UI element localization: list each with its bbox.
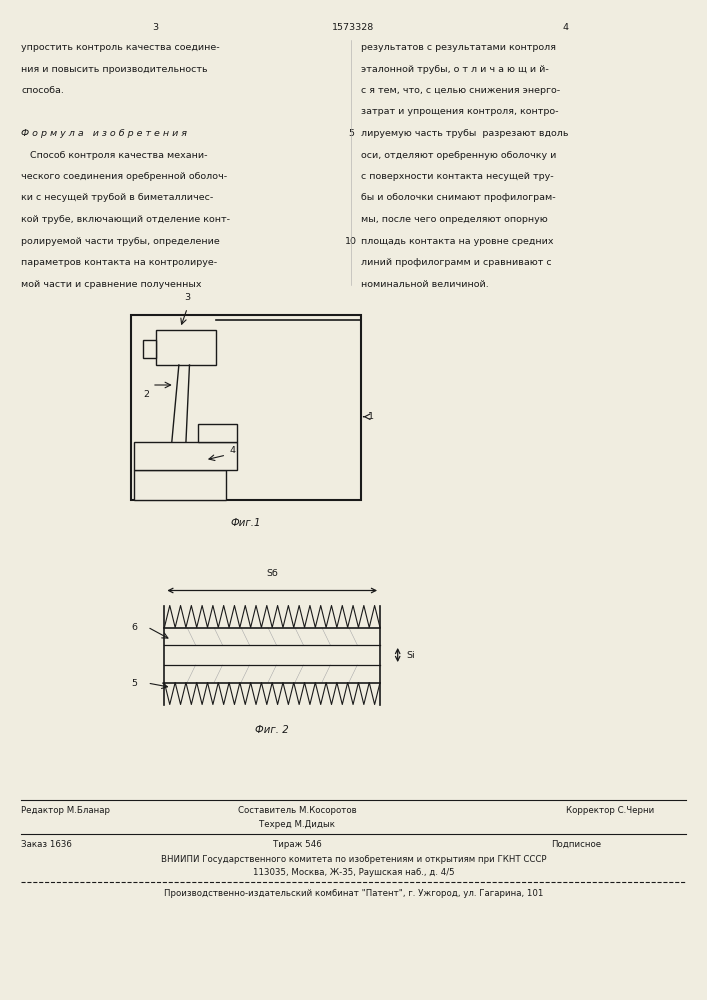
Text: Фиг.1: Фиг.1: [230, 518, 262, 528]
Text: Составитель М.Косоротов: Составитель М.Косоротов: [238, 806, 356, 815]
Text: Sі: Sі: [406, 650, 415, 660]
Text: результатов с результатами контроля: результатов с результатами контроля: [361, 43, 556, 52]
Text: Подписное: Подписное: [551, 840, 602, 849]
Text: Фиг. 2: Фиг. 2: [255, 725, 289, 735]
Bar: [198, 424, 237, 442]
Text: с поверхности контакта несущей тру-: с поверхности контакта несущей тру-: [361, 172, 553, 181]
Text: оси, отделяют оребренную оболочку и: оси, отделяют оребренную оболочку и: [361, 151, 556, 160]
Text: Ф о р м у л а   и з о б р е т е н и я: Ф о р м у л а и з о б р е т е н и я: [21, 129, 187, 138]
Bar: [156, 330, 216, 365]
Text: ческого соединения оребренной оболоч-: ческого соединения оребренной оболоч-: [21, 172, 228, 181]
Text: 5: 5: [349, 129, 354, 138]
Text: Корректор С.Черни: Корректор С.Черни: [566, 806, 654, 815]
Text: 10: 10: [346, 236, 357, 245]
Text: площадь контакта на уровне средних: площадь контакта на уровне средних: [361, 236, 553, 245]
Text: 1573328: 1573328: [332, 23, 375, 32]
Text: Способ контроля качества механи-: Способ контроля качества механи-: [21, 151, 208, 160]
Text: с я тем, что, с целью снижения энерго-: с я тем, что, с целью снижения энерго-: [361, 86, 560, 95]
Text: 3: 3: [184, 293, 190, 302]
Text: 2: 2: [144, 390, 149, 399]
Text: бы и оболочки снимают профилограм-: бы и оболочки снимают профилограм-: [361, 194, 555, 202]
Text: 5: 5: [132, 679, 138, 688]
Text: Техред М.Дидык: Техред М.Дидык: [259, 820, 335, 829]
Text: мой части и сравнение полученных: мой части и сравнение полученных: [21, 280, 201, 289]
Text: 4: 4: [563, 23, 568, 32]
Text: ния и повысить производительность: ния и повысить производительность: [21, 64, 208, 74]
Text: линий профилограмм и сравнивают с: линий профилограмм и сравнивают с: [361, 258, 551, 267]
Text: 4: 4: [230, 446, 235, 455]
Text: мы, после чего определяют опорную: мы, после чего определяют опорную: [361, 215, 547, 224]
Text: 3: 3: [153, 23, 158, 32]
Text: Производственно-издательский комбинат "Патент", г. Ужгород, ул. Гагарина, 101: Производственно-издательский комбинат "П…: [164, 889, 543, 898]
Text: способа.: способа.: [21, 86, 64, 95]
Text: параметров контакта на контролируе-: параметров контакта на контролируе-: [21, 258, 217, 267]
Bar: [131, 315, 361, 500]
Text: 113035, Москва, Ж-35, Раушская наб., д. 4/5: 113035, Москва, Ж-35, Раушская наб., д. …: [252, 868, 455, 877]
Text: ролируемой части трубы, определение: ролируемой части трубы, определение: [21, 236, 220, 245]
Bar: [134, 470, 226, 500]
Bar: [134, 442, 237, 470]
Text: Sб: Sб: [267, 569, 278, 578]
Text: упростить контроль качества соедине-: упростить контроль качества соедине-: [21, 43, 220, 52]
Text: лируемую часть трубы  разрезают вдоль: лируемую часть трубы разрезают вдоль: [361, 129, 568, 138]
Bar: [143, 340, 156, 358]
Text: кой трубе, включающий отделение конт-: кой трубе, включающий отделение конт-: [21, 215, 230, 224]
Text: 1: 1: [368, 412, 373, 421]
Text: номинальной величиной.: номинальной величиной.: [361, 280, 489, 289]
Text: Редактор М.Бланар: Редактор М.Бланар: [21, 806, 110, 815]
Text: затрат и упрощения контроля, контро-: затрат и упрощения контроля, контро-: [361, 107, 558, 116]
Text: Заказ 1636: Заказ 1636: [21, 840, 72, 849]
Text: ВНИИПИ Государственного комитета по изобретениям и открытиям при ГКНТ СССР: ВНИИПИ Государственного комитета по изоб…: [160, 855, 547, 864]
Text: Тираж 546: Тираж 546: [273, 840, 321, 849]
Text: ки с несущей трубой в биметалличес-: ки с несущей трубой в биметалличес-: [21, 194, 214, 202]
Text: 6: 6: [132, 622, 138, 632]
Text: эталонной трубы, о т л и ч а ю щ и й-: эталонной трубы, о т л и ч а ю щ и й-: [361, 64, 549, 74]
